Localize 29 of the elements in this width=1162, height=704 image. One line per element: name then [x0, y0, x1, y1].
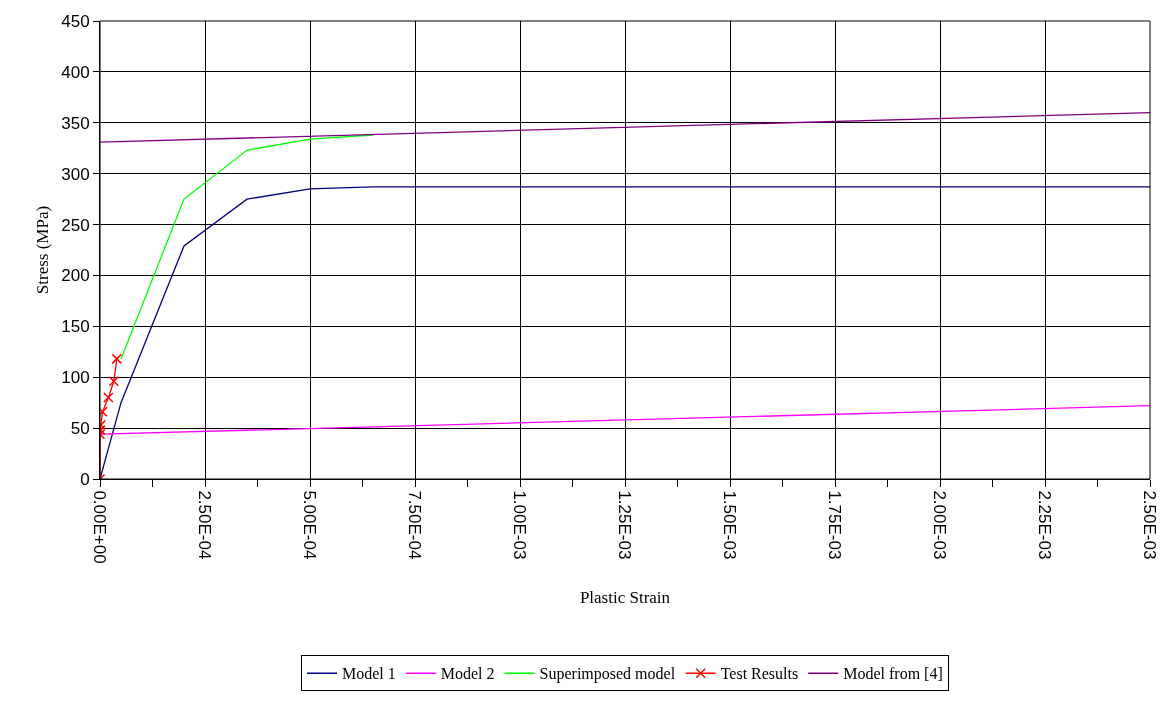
x-tick-label: 1.00E-03	[510, 490, 530, 560]
y-tick-label: 150	[61, 317, 90, 337]
x-tick-label: 7.50E-04	[405, 490, 425, 560]
x-tick-label: 2.50E-03	[1140, 490, 1160, 560]
legend-label: Test Results	[720, 665, 799, 683]
x-tick-label: 2.25E-03	[1035, 490, 1055, 560]
x-tick-label: 5.00E-04	[300, 490, 320, 560]
x-tick-label: 1.25E-03	[615, 490, 635, 560]
x-tick-label: 1.75E-03	[825, 490, 845, 560]
x-tick-label: 2.00E-03	[930, 490, 950, 560]
line-series	[120, 134, 374, 360]
y-tick-label: 400	[61, 62, 90, 82]
x-axis-title: Plastic Strain	[579, 588, 671, 608]
y-tick-label: 350	[61, 113, 90, 133]
y-tick-label: 50	[70, 419, 90, 439]
y-tick-label: 0	[80, 469, 90, 489]
y-tick-label: 100	[61, 368, 90, 388]
legend-label: Superimposed model	[539, 665, 676, 684]
y-axis-title: Stress (MPa)	[32, 205, 52, 295]
legend-label: Model 1	[342, 665, 396, 683]
y-tick-label: 300	[61, 164, 90, 184]
x-tick-label: 2.50E-04	[195, 490, 215, 560]
y-tick-label: 200	[61, 266, 90, 286]
y-tick-label: 450	[61, 11, 90, 31]
legend-label: Model 2	[440, 665, 495, 683]
y-tick-label: 250	[61, 215, 90, 235]
x-tick-label: 0.00E+00	[90, 490, 110, 564]
x-tick-label: 1.50E-03	[720, 490, 740, 560]
legend-label: Model from [4]	[843, 665, 943, 683]
